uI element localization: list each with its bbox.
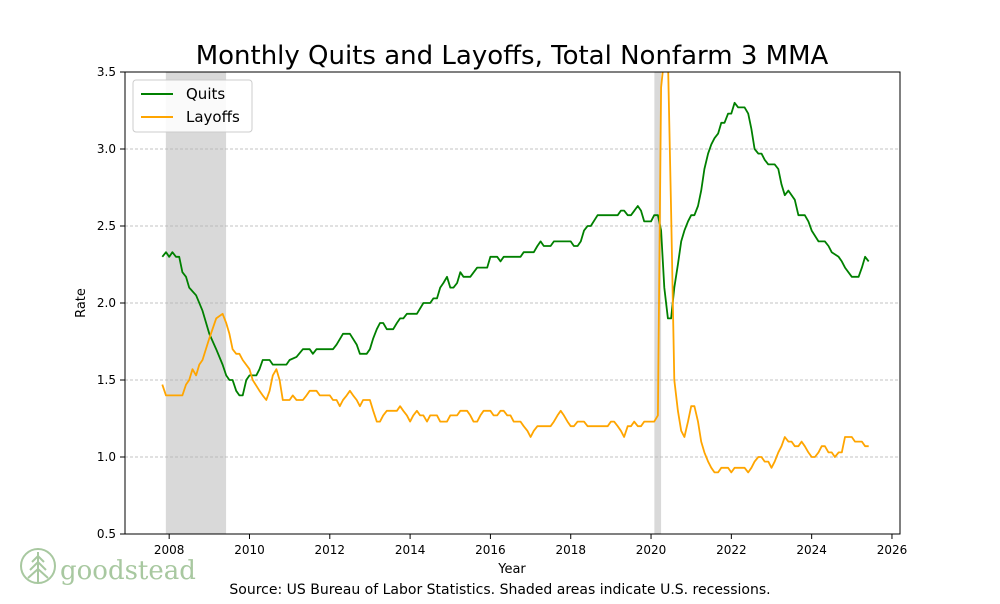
y-tick-label: 2.5 [97, 219, 116, 233]
y-tick-label: 1.0 [97, 450, 116, 464]
x-tick-label: 2016 [475, 543, 506, 557]
y-axis-ticks: 0.5 1.0 1.5 2.0 2.5 3.0 3.5 [97, 65, 125, 541]
x-tick-label: 2022 [716, 543, 747, 557]
series-line-layoffs [161, 72, 869, 474]
y-tick-label: 2.0 [97, 296, 116, 310]
series-line-quits [161, 101, 870, 397]
x-tick-label: 2008 [154, 543, 185, 557]
source-note: Source: US Bureau of Labor Statistics. S… [229, 582, 770, 598]
logo-text: goodstead [60, 556, 196, 586]
legend-label-layoffs: Layoffs [186, 108, 240, 126]
y-tick-label: 3.0 [97, 142, 116, 156]
legend-label-quits: Quits [186, 85, 225, 103]
x-tick-label: 2010 [234, 543, 265, 557]
x-axis-label: Year [497, 562, 526, 577]
x-tick-label: 2020 [636, 543, 667, 557]
x-tick-label: 2014 [395, 543, 426, 557]
legend: Quits Layoffs [132, 79, 253, 133]
x-tick-label: 2012 [315, 543, 346, 557]
y-tick-label: 3.5 [97, 65, 116, 79]
series-layer [161, 72, 870, 474]
gridlines [125, 148, 900, 458]
y-tick-label: 1.5 [97, 373, 116, 387]
chart-title: Monthly Quits and Layoffs, Total Nonfarm… [196, 41, 829, 71]
x-tick-label: 2026 [877, 543, 908, 557]
goodstead-logo: goodstead [20, 548, 196, 586]
y-tick-label: 0.5 [97, 527, 116, 541]
tree-icon [20, 548, 56, 584]
x-axis-ticks: 2008 2010 2012 2014 2016 2018 2020 2022 2024 2026 [154, 534, 907, 557]
x-tick-label: 2024 [796, 543, 827, 557]
x-tick-label: 2018 [555, 543, 586, 557]
y-axis-label: Rate [74, 288, 89, 318]
